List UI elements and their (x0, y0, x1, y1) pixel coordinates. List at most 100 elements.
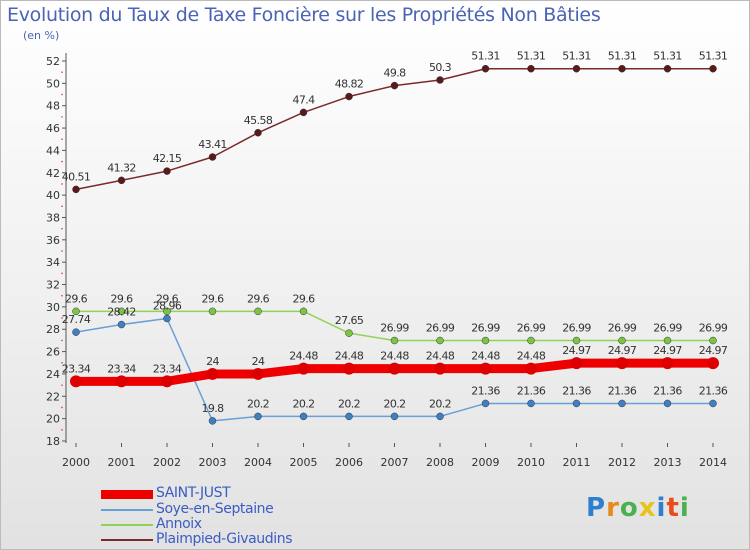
x-tick-label: 2007 (381, 456, 409, 469)
y-minor-mark (61, 138, 63, 141)
data-point-saint-just (661, 357, 674, 370)
data-label-soye-en-septaine: 21.36 (699, 384, 728, 397)
data-label-annoix: 26.99 (380, 322, 409, 335)
data-point-soye-en-septaine (163, 314, 171, 323)
y-minor-mark (61, 361, 63, 364)
data-point-saint-just (115, 375, 128, 388)
data-point-plaimpied-givaudins (163, 167, 171, 175)
data-label-annoix: 29.6 (110, 292, 133, 305)
data-point-plaimpied-givaudins (527, 64, 535, 73)
y-tick-label: 36 (46, 234, 60, 247)
data-label-saint-just: 24 (206, 355, 219, 368)
data-label-annoix: 29.6 (156, 292, 179, 305)
chart-title: Evolution du Taux de Taxe Foncière sur l… (7, 4, 601, 26)
data-point-soye-en-septaine (709, 399, 717, 408)
data-label-soye-en-septaine: 28.96 (153, 300, 182, 313)
data-point-annoix (208, 307, 217, 316)
legend-label-annoix: Annoix (156, 516, 202, 532)
x-tick-label: 2013 (654, 456, 682, 469)
data-label-saint-just: 24.97 (699, 344, 728, 357)
y-tick-label: 30 (46, 301, 60, 314)
data-label-soye-en-septaine: 21.36 (653, 384, 682, 397)
data-label-soye-en-septaine: 20.2 (247, 397, 269, 410)
data-label-plaimpied-givaudins: 50.3 (429, 61, 452, 74)
y-minor-mark (61, 93, 63, 96)
data-label-annoix: 26.99 (699, 322, 728, 335)
x-tick-label: 2001 (108, 456, 136, 469)
y-tick-label: 40 (46, 189, 60, 202)
data-point-saint-just (161, 375, 173, 388)
data-point-soye-en-septaine (208, 417, 217, 425)
data-label-soye-en-septaine: 28.42 (107, 306, 136, 319)
data-label-soye-en-septaine: 27.74 (62, 313, 91, 326)
data-point-annoix (254, 307, 262, 316)
y-minor-mark (61, 250, 63, 252)
data-point-saint-just (570, 357, 583, 370)
data-label-saint-just: 24.97 (562, 344, 591, 357)
data-point-plaimpied-givaudins (436, 76, 444, 84)
y-minor-mark (61, 183, 63, 185)
data-point-soye-en-septaine (72, 328, 80, 336)
y-tick-label: 52 (46, 55, 60, 68)
data-label-saint-just: 24.97 (653, 344, 682, 357)
y-tick-label: 34 (46, 256, 60, 269)
data-point-plaimpied-givaudins (390, 81, 399, 90)
data-point-soye-en-septaine (117, 320, 126, 329)
data-point-annoix (117, 307, 126, 316)
data-point-plaimpied-givaudins (117, 176, 126, 185)
data-label-plaimpied-givaudins: 51.31 (517, 50, 546, 63)
y-minor-mark (61, 71, 63, 73)
legend-label-soye: Soye-en-Septaine (156, 501, 274, 517)
data-label-soye-en-septaine: 21.36 (608, 384, 637, 397)
data-label-soye-en-septaine: 21.36 (471, 384, 500, 397)
data-point-annoix (299, 307, 308, 316)
y-tick-label: 20 (46, 413, 60, 426)
data-point-saint-just (252, 367, 264, 380)
y-tick-label: 38 (46, 211, 60, 224)
y-tick-label: 22 (46, 390, 60, 403)
data-point-soye-en-septaine (436, 412, 444, 421)
y-minor-mark (61, 160, 63, 163)
y-tick-label: 28 (46, 323, 60, 336)
data-label-plaimpied-givaudins: 51.31 (653, 50, 682, 63)
data-label-annoix: 26.99 (517, 322, 546, 335)
data-point-saint-just (707, 357, 719, 370)
data-label-saint-just: 23.34 (62, 362, 91, 375)
data-label-saint-just: 24 (252, 355, 265, 368)
data-label-saint-just: 24.97 (608, 344, 637, 357)
data-point-plaimpied-givaudins (208, 153, 217, 161)
data-label-plaimpied-givaudins: 45.58 (244, 114, 273, 127)
data-label-soye-en-septaine: 21.36 (517, 384, 546, 397)
data-point-plaimpied-givaudins (72, 185, 80, 194)
legend-label-plaimpied: Plaimpied-Givaudins (156, 531, 293, 547)
data-point-soye-en-septaine (254, 412, 262, 421)
x-tick-label: 2008 (426, 456, 454, 469)
data-point-annoix (345, 329, 353, 337)
y-minor-mark (61, 429, 63, 431)
data-label-soye-en-septaine: 20.2 (338, 397, 360, 410)
data-label-annoix: 29.6 (292, 292, 315, 305)
data-point-annoix (709, 336, 717, 345)
data-point-soye-en-septaine (299, 412, 308, 421)
legend-swatch-plaimpied (101, 539, 153, 541)
data-label-annoix: 26.99 (608, 322, 637, 335)
data-label-plaimpied-givaudins: 41.32 (107, 161, 136, 174)
data-label-plaimpied-givaudins: 49.8 (383, 67, 406, 80)
legend-label-saint-just: SAINT-JUST (156, 485, 231, 501)
data-label-saint-just: 24.48 (289, 350, 318, 363)
data-label-saint-just: 24.48 (426, 350, 455, 363)
data-point-soye-en-septaine (527, 399, 535, 408)
x-tick-label: 2002 (153, 456, 181, 469)
y-minor-mark (61, 317, 63, 319)
data-point-plaimpied-givaudins (481, 64, 490, 73)
data-point-saint-just (343, 362, 355, 375)
data-label-soye-en-septaine: 21.36 (562, 384, 591, 397)
data-point-saint-just (206, 367, 219, 380)
data-point-plaimpied-givaudins (345, 92, 353, 101)
y-minor-mark (61, 227, 63, 230)
data-point-soye-en-septaine (345, 412, 353, 421)
data-point-soye-en-septaine (618, 399, 626, 408)
data-point-soye-en-septaine (390, 412, 399, 421)
y-minor-mark (61, 406, 63, 409)
data-label-plaimpied-givaudins: 51.31 (608, 50, 637, 63)
